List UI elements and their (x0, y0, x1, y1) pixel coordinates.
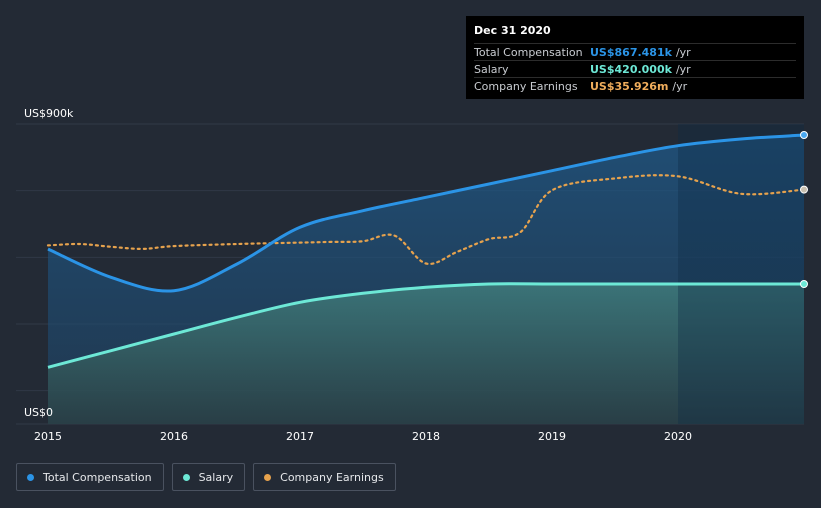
tooltip-row-total-compensation: Total Compensation US$867.481k /yr (474, 43, 796, 60)
tooltip-unit: /yr (675, 45, 691, 59)
legend-dot-icon (264, 473, 272, 481)
x-tick-label: 2018 (412, 430, 440, 443)
legend-item-total-compensation[interactable]: Total Compensation (16, 463, 164, 491)
tooltip-unit: /yr (675, 62, 691, 76)
highlight-band (678, 124, 804, 424)
tooltip-value: US$35.926m (590, 79, 669, 93)
x-tick-label: 2015 (34, 430, 62, 443)
tooltip-date: Dec 31 2020 (474, 24, 551, 37)
x-tick-label: 2019 (538, 430, 566, 443)
tooltip-unit: /yr (672, 79, 688, 93)
x-axis-ticks: 2015 2016 2017 2018 2019 2020 (34, 430, 692, 443)
company-earnings-line (46, 174, 806, 266)
legend-dot-icon (182, 473, 190, 481)
legend-item-company-earnings[interactable]: Company Earnings (253, 463, 396, 491)
y-tick-label-bottom: US$0 (24, 406, 53, 419)
tooltip-label: Company Earnings (474, 79, 578, 93)
x-tick-label: 2016 (160, 430, 188, 443)
tooltip-row-salary: Salary US$420.000k /yr (474, 60, 796, 77)
x-tick-label: 2017 (286, 430, 314, 443)
legend-label: Salary (198, 470, 234, 484)
salary-end-point (800, 280, 808, 288)
tooltip-label: Total Compensation (474, 45, 583, 59)
x-tick-label: 2020 (664, 430, 692, 443)
y-tick-label-top: US$900k (24, 107, 74, 120)
tooltip-panel: Dec 31 2020 Total Compensation US$867.48… (466, 16, 804, 99)
salary-line (47, 282, 804, 369)
legend-label: Total Compensation (43, 470, 152, 484)
chart-legend: Total Compensation Salary Company Earnin… (16, 463, 396, 491)
company-earnings-end-point (800, 185, 808, 194)
legend-item-salary[interactable]: Salary (171, 463, 246, 491)
tooltip-row-company-earnings: Company Earnings US$35.926m /yr (474, 77, 796, 94)
total-compensation-line (47, 133, 805, 293)
series-lines (46, 131, 808, 369)
total-compensation-end-point (800, 131, 808, 139)
tooltip-value: US$867.481k (590, 45, 672, 59)
tooltip-value: US$420.000k (590, 62, 672, 76)
legend-dot-icon (27, 473, 34, 481)
legend-label: Company Earnings (280, 470, 384, 484)
tooltip-label: Salary (474, 62, 509, 76)
